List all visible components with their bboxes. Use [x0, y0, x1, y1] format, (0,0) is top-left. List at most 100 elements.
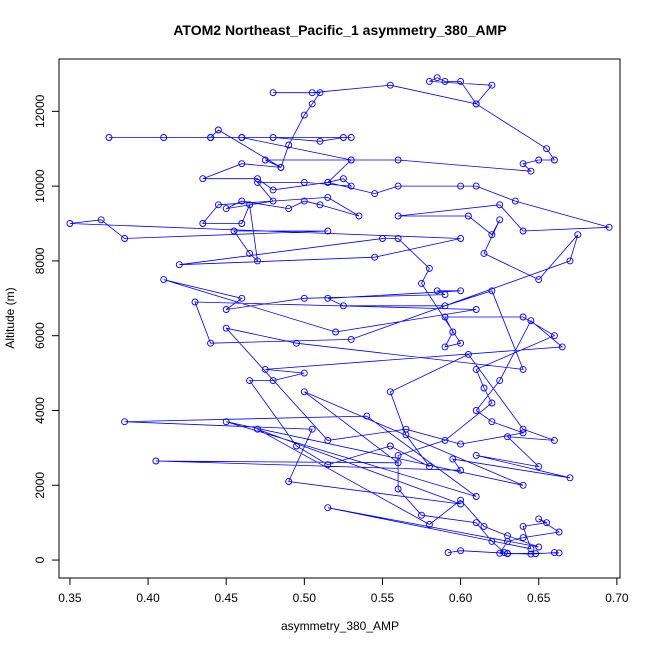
data-point	[199, 175, 207, 183]
data-point	[555, 549, 563, 557]
data-point	[339, 134, 347, 141]
data-point	[308, 100, 316, 108]
data-point	[441, 436, 449, 444]
x-tick-label: 0.45	[215, 591, 239, 605]
y-tick-label: 2000	[33, 472, 47, 499]
data-point	[488, 537, 496, 545]
data-point	[535, 276, 543, 284]
data-point	[347, 335, 355, 343]
data-point	[519, 429, 527, 437]
data-point	[371, 253, 379, 261]
data-point	[444, 549, 452, 557]
data-point	[160, 134, 168, 141]
data-point	[496, 201, 504, 209]
data-point	[238, 197, 246, 205]
data-series	[66, 74, 613, 558]
data-point	[324, 461, 332, 469]
data-point	[152, 457, 160, 465]
data-point	[394, 182, 402, 190]
data-point	[457, 77, 465, 85]
data-point	[418, 511, 425, 519]
y-tick-label: 12000	[33, 94, 47, 128]
data-point	[433, 74, 441, 82]
data-point	[191, 298, 199, 306]
data-point	[222, 324, 230, 332]
data-point	[175, 261, 183, 269]
data-point	[246, 377, 254, 385]
data-point	[519, 425, 527, 433]
data-point	[386, 81, 394, 89]
data-point	[488, 287, 496, 295]
data-point	[550, 436, 558, 444]
data-point	[532, 550, 540, 558]
data-point	[543, 145, 551, 153]
data-point	[504, 433, 511, 441]
data-point	[394, 485, 402, 493]
data-point	[550, 549, 558, 557]
data-point	[433, 287, 441, 295]
data-point	[394, 235, 402, 242]
data-point	[488, 81, 496, 89]
data-point	[222, 205, 230, 213]
y-tick-label: 4000	[33, 397, 47, 424]
data-point	[324, 436, 332, 444]
data-point	[464, 350, 472, 358]
data-point	[519, 313, 527, 321]
y-axis-label: Altitude (m)	[3, 287, 17, 348]
data-point	[371, 190, 379, 198]
data-point	[488, 418, 496, 426]
x-tick-label: 0.65	[527, 591, 551, 605]
data-point	[504, 550, 511, 558]
data-point	[457, 496, 465, 504]
data-point	[605, 223, 613, 231]
data-point	[339, 302, 347, 310]
data-point	[238, 294, 246, 302]
data-point	[324, 227, 332, 235]
data-point	[363, 412, 371, 420]
data-point	[566, 474, 574, 482]
data-point	[316, 201, 324, 209]
plot-frame	[58, 58, 621, 579]
x-axis: 0.35 0.40 0.45 0.50 0.55 0.60 0.65 0.70	[58, 577, 629, 605]
data-point	[207, 339, 215, 347]
x-tick-label: 0.35	[58, 591, 82, 605]
data-point	[519, 534, 527, 542]
data-point	[121, 418, 129, 426]
data-point	[261, 365, 269, 373]
data-point	[66, 220, 74, 227]
data-point	[316, 89, 324, 97]
data-point	[300, 197, 308, 205]
data-point	[222, 418, 230, 426]
x-tick-label: 0.55	[371, 591, 395, 605]
data-point	[308, 425, 316, 433]
data-point	[425, 463, 433, 471]
data-point	[238, 220, 246, 227]
data-point	[355, 212, 363, 220]
data-point	[300, 388, 308, 396]
data-point	[457, 440, 465, 448]
data-point	[488, 399, 496, 407]
data-point	[496, 216, 504, 224]
data-point	[347, 156, 355, 164]
x-tick-label: 0.50	[293, 591, 317, 605]
data-point	[214, 126, 222, 134]
data-point	[441, 343, 449, 351]
data-point	[527, 550, 535, 558]
data-point	[550, 156, 558, 164]
data-point	[441, 302, 449, 310]
data-point	[574, 231, 582, 239]
data-point	[472, 365, 480, 373]
data-point	[347, 182, 355, 190]
data-point	[457, 500, 465, 508]
data-point	[535, 463, 543, 471]
data-point	[449, 328, 457, 336]
data-point	[472, 407, 480, 414]
data-point	[425, 264, 433, 272]
data-point	[555, 528, 563, 536]
series-line	[69, 77, 610, 555]
data-point	[308, 89, 316, 97]
x-tick-label: 0.70	[605, 591, 629, 605]
data-point	[254, 425, 261, 433]
data-point	[339, 175, 347, 183]
